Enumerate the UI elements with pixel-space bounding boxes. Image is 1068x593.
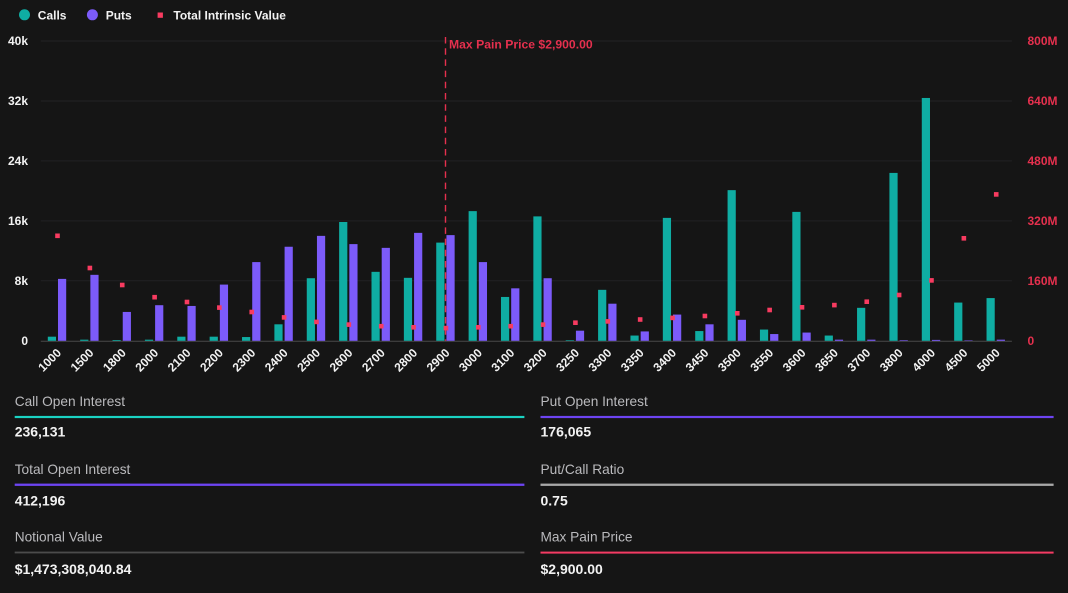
svg-text:320M: 320M: [1028, 214, 1058, 228]
svg-text:Total Intrinsic Value: Total Intrinsic Value: [173, 8, 286, 22]
svg-text:Max Pain Price: Max Pain Price: [541, 530, 633, 545]
svg-text:Total Open Interest: Total Open Interest: [15, 462, 131, 477]
svg-text:Puts: Puts: [106, 8, 132, 22]
svg-text:800M: 800M: [1028, 34, 1058, 48]
svg-text:16k: 16k: [8, 214, 28, 228]
svg-text:236,131: 236,131: [15, 423, 66, 439]
svg-text:Max Pain Price $2,900.00: Max Pain Price $2,900.00: [449, 38, 593, 52]
svg-text:160M: 160M: [1028, 274, 1058, 288]
svg-text:Put Open Interest: Put Open Interest: [541, 394, 648, 409]
svg-text:8k: 8k: [15, 274, 29, 288]
svg-text:640M: 640M: [1028, 94, 1058, 108]
svg-text:480M: 480M: [1028, 154, 1058, 168]
svg-text:Call Open Interest: Call Open Interest: [15, 394, 126, 409]
svg-text:32k: 32k: [8, 94, 28, 108]
svg-text:Put/Call Ratio: Put/Call Ratio: [541, 462, 625, 477]
svg-text:Notional Value: Notional Value: [15, 530, 103, 545]
svg-text:0.75: 0.75: [541, 492, 568, 508]
svg-text:412,196: 412,196: [15, 492, 66, 508]
svg-text:$1,473,308,040.84: $1,473,308,040.84: [15, 561, 132, 577]
svg-text:$2,900.00: $2,900.00: [541, 561, 603, 577]
svg-text:40k: 40k: [8, 34, 28, 48]
svg-text:0: 0: [21, 334, 28, 348]
svg-text:Calls: Calls: [38, 8, 67, 22]
svg-text:24k: 24k: [8, 154, 28, 168]
svg-text:0: 0: [1028, 334, 1035, 348]
svg-text:176,065: 176,065: [541, 423, 592, 439]
